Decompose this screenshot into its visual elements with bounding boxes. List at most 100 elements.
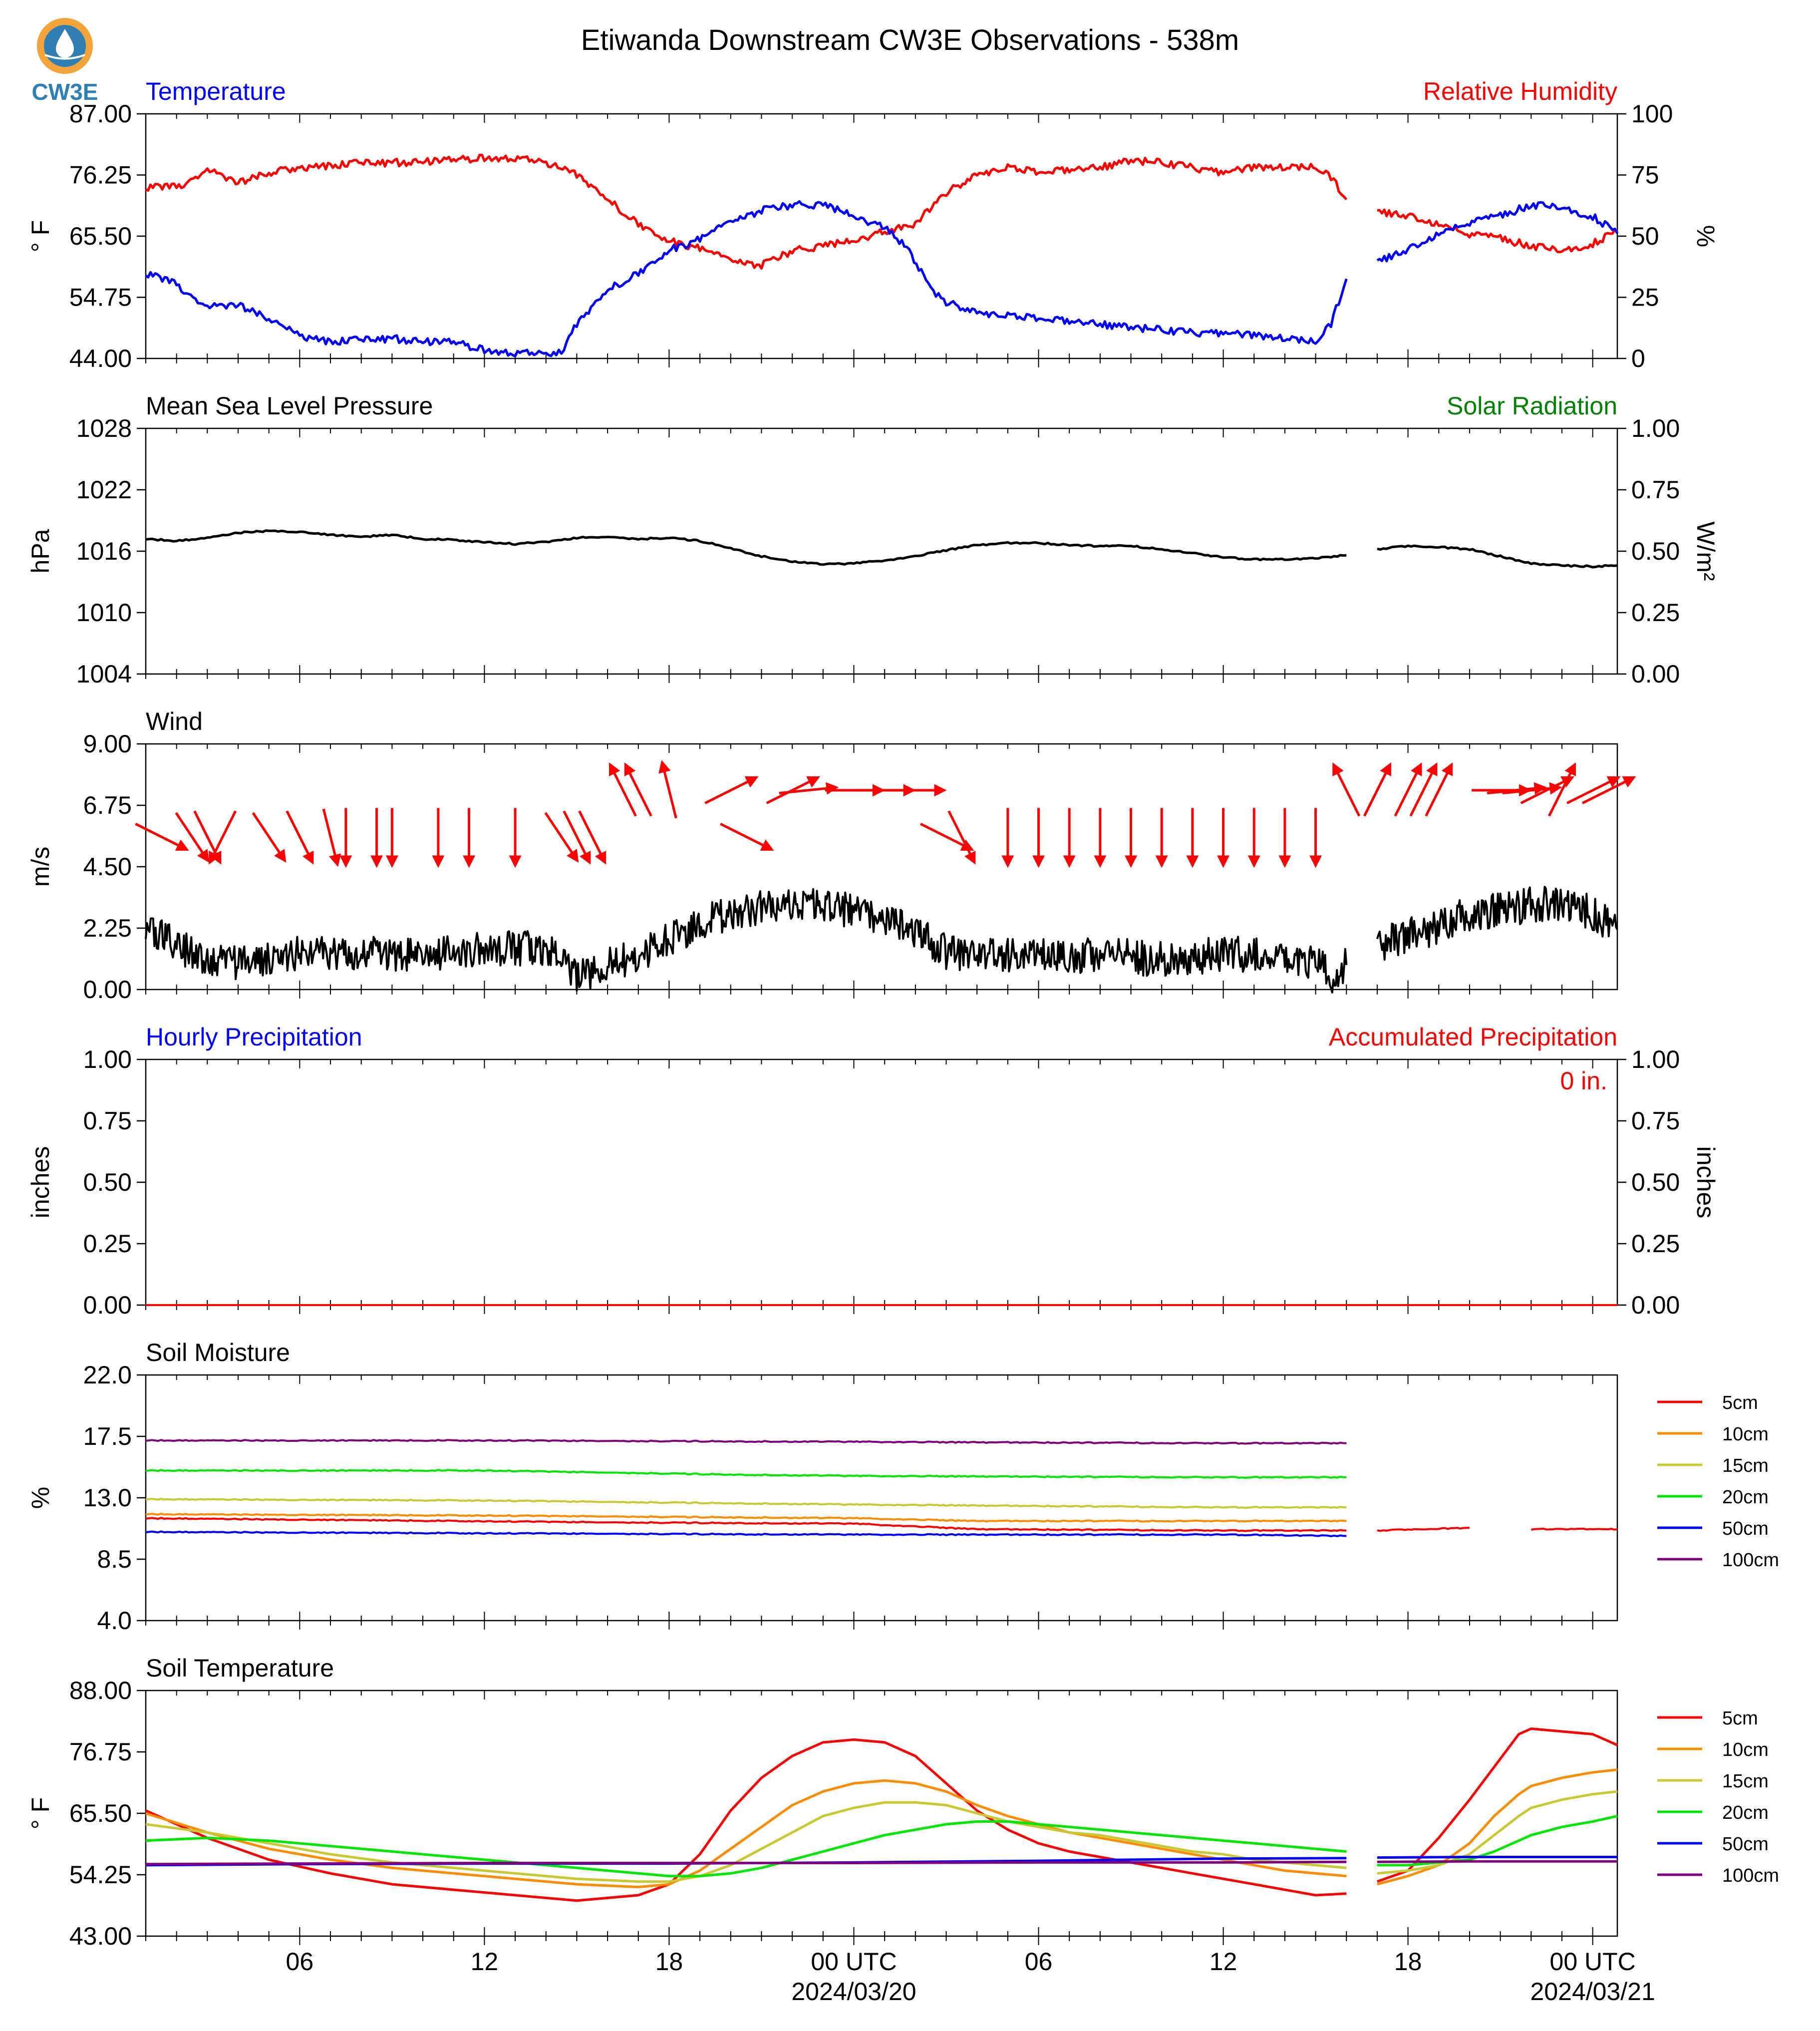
y-tick-label-left: 76.25	[69, 161, 132, 189]
soil-temp-5cm-line	[1377, 1727, 1618, 1883]
soil_temp_F-legend-label: 5cm	[1722, 1708, 1758, 1729]
soil_moisture_pct-legend-label: 10cm	[1722, 1424, 1769, 1445]
pressure-right-axis-label: W/m²	[1692, 521, 1720, 581]
y-tick-label-left: 8.5	[97, 1545, 132, 1573]
y-tick-label-right: 0.50	[1631, 537, 1680, 565]
wind-arrow	[175, 812, 210, 863]
y-tick-label-left: 65.50	[69, 1799, 132, 1827]
y-tick-label-right: 0.25	[1631, 599, 1680, 627]
pressure-left-title: Mean Sea Level Pressure	[146, 392, 433, 420]
soil_temp_F-legend-label: 20cm	[1722, 1802, 1769, 1823]
wind-arrow	[563, 810, 591, 865]
wind-arrow	[1409, 762, 1438, 817]
soil_temp_F-legend-label: 100cm	[1722, 1865, 1779, 1886]
soil-moisture-100cm-line	[145, 1439, 1347, 1445]
y-tick-label-right: 1.00	[1631, 414, 1680, 442]
soil_temp_F-legend-label: 10cm	[1722, 1739, 1769, 1760]
soil-temp-15cm-line	[1377, 1790, 1618, 1875]
humidity-line	[145, 153, 1348, 270]
soil_moisture-left-title: Soil Moisture	[146, 1339, 290, 1366]
y-tick-label-right: 0.00	[1631, 1291, 1680, 1319]
date-label: 2024/03/20	[791, 1978, 916, 2006]
cw3e-logo: CW3E	[25, 15, 105, 105]
time-label: 12	[1210, 1948, 1237, 1976]
time-label: 00 UTC	[811, 1948, 897, 1976]
soil_moisture_pct-legend-label: 50cm	[1722, 1518, 1769, 1539]
y-tick-label-left: 54.75	[69, 284, 132, 312]
pressure-panel: 1028 1022 1016 1010 1004 1.00 0.75 0.50 0.25 0.00…	[26, 392, 1720, 688]
cw3e-logo-icon: CW3E	[32, 18, 98, 105]
y-tick-label-right: 100	[1631, 100, 1673, 128]
date-label: 2024/03/21	[1530, 1978, 1655, 2006]
y-tick-label-left: 65.50	[69, 222, 132, 250]
wind-arrow	[1520, 776, 1575, 804]
time-label: 18	[1394, 1948, 1422, 1976]
wind-left-title: Wind	[146, 707, 203, 735]
temperature-panel: 87.00 76.25 65.50 54.75 44.00 100 75 50 25 0 Tempe…	[26, 77, 1720, 372]
soil-temp-100cm-line	[145, 1860, 1347, 1866]
y-tick-label-left: 0.00	[83, 976, 132, 1004]
logo-text: CW3E	[32, 79, 98, 105]
wind-arrow	[1363, 762, 1391, 817]
temperature-line	[145, 200, 1348, 357]
precip-left-axis-label: inches	[26, 1146, 54, 1219]
precip-total-label: 0 in.	[1560, 1067, 1607, 1095]
soil-moisture-50cm-line	[145, 1530, 1347, 1537]
y-tick-label-left: 44.00	[69, 344, 132, 372]
y-tick-label-left: 88.00	[69, 1677, 132, 1704]
soil_temp-panel: 88.00 76.75 65.50 54.25 43.00 Soil Temperatur…	[26, 1654, 1779, 1950]
pressure-frame	[145, 427, 1618, 675]
soil_temp-left-title: Soil Temperature	[146, 1654, 334, 1682]
y-tick-label-right: 50	[1631, 222, 1659, 250]
wind-arrow	[1487, 782, 1547, 795]
y-tick-label-right: 1.00	[1631, 1045, 1680, 1073]
precip-left-title: Hourly Precipitation	[146, 1023, 362, 1051]
wind-arrow	[252, 812, 287, 863]
wind-left-axis-label: m/s	[26, 847, 54, 887]
soil-moisture-15cm-line	[145, 1497, 1347, 1509]
wind-panel: 9.00 6.75 4.50 2.25 0.00 Wind m/s	[26, 707, 1636, 1004]
wind-arrow	[1566, 776, 1621, 804]
soil_temp_F-legend-label: 15cm	[1722, 1771, 1769, 1792]
y-tick-label-left: 17.5	[83, 1422, 132, 1450]
time-label: 06	[1025, 1948, 1053, 1976]
wind-speed-line	[1376, 886, 1618, 961]
wind-arrow	[1425, 762, 1453, 817]
y-tick-label-right: 0.50	[1631, 1168, 1680, 1196]
soil_temp-left-axis-label: ° F	[26, 1797, 54, 1829]
chart-title: Etiwanda Downstream CW3E Observations - …	[581, 24, 1239, 56]
y-tick-label-left: 6.75	[83, 791, 132, 819]
y-tick-label-right: 25	[1631, 284, 1659, 312]
time-label: 06	[286, 1948, 314, 1976]
temperature-line	[1376, 201, 1619, 263]
pressure-right-title: Solar Radiation	[1447, 392, 1617, 420]
wind-arrow	[544, 812, 579, 863]
wind-arrow	[135, 822, 189, 851]
temperature-right-title: Relative Humidity	[1423, 77, 1617, 105]
y-tick-label-right: 0.75	[1631, 1107, 1680, 1135]
soil_moisture-left-axis-label: %	[26, 1487, 54, 1509]
time-label: 18	[655, 1948, 683, 1976]
y-tick-label-left: 1016	[76, 537, 132, 565]
y-tick-label-left: 1010	[76, 599, 132, 627]
soil-temp-50cm-line	[1377, 1856, 1617, 1859]
y-tick-label-left: 0.50	[83, 1168, 132, 1196]
y-tick-label-left: 76.75	[69, 1738, 132, 1766]
wind-arrow	[322, 808, 341, 867]
soil-temp-20cm-line	[1377, 1815, 1618, 1867]
soil-temp-20cm-line	[145, 1820, 1347, 1878]
temperature-left-title: Temperature	[146, 77, 286, 105]
y-tick-label-left: 0.75	[83, 1107, 132, 1135]
precip-frame	[145, 1058, 1618, 1306]
temperature-left-axis-label: ° F	[26, 220, 54, 252]
y-tick-label-left: 22.0	[83, 1361, 132, 1389]
wind-arrow	[919, 822, 974, 851]
wind-arrow	[704, 776, 759, 804]
pressure-left-axis-label: hPa	[26, 529, 54, 573]
soil_moisture-frame	[145, 1374, 1618, 1622]
soil_moisture-panel: 22.0 17.5 13.0 8.5 4.0 Soil Moisture% 5cm 10cm 1…	[26, 1339, 1779, 1635]
y-tick-label-right: 0.00	[1631, 660, 1680, 688]
y-tick-label-left: 4.50	[83, 853, 132, 881]
y-tick-label-left: 87.00	[69, 100, 132, 128]
